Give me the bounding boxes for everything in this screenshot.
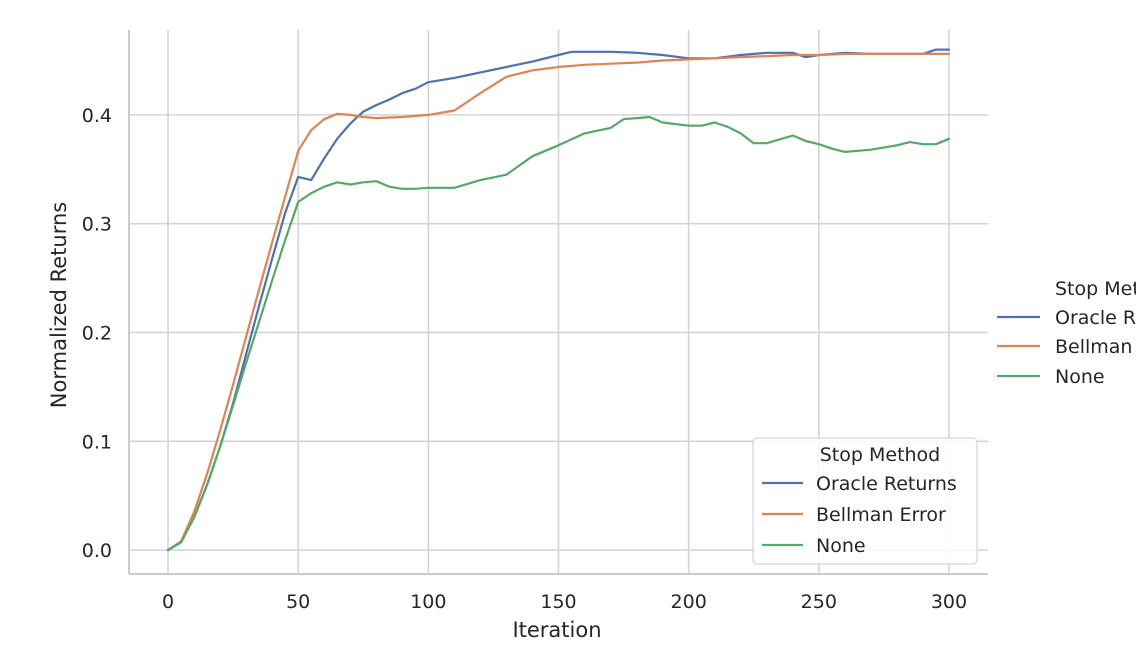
y-tick-label: 0.1 xyxy=(82,431,112,453)
tick-labels: 0 50 100 150 200 250 300 0.0 0.1 0.2 0.3 0.4 xyxy=(82,105,967,613)
x-tick-label: 150 xyxy=(540,591,576,613)
x-tick-label: 300 xyxy=(931,591,967,613)
series-line-none xyxy=(166,115,951,552)
outer-legend-label-none: None xyxy=(1055,366,1105,388)
legend-title: Stop Method xyxy=(820,444,941,466)
series-lines xyxy=(166,48,951,552)
y-tick-label: 0.3 xyxy=(82,214,112,236)
x-tick-label: 100 xyxy=(410,591,446,613)
x-tick-label: 200 xyxy=(671,591,707,613)
x-axis-title: Iteration xyxy=(512,618,601,642)
axes xyxy=(128,30,988,575)
outer-legend-label-bellman-error: Bellman Error xyxy=(1055,336,1136,358)
legend-frame xyxy=(752,437,978,565)
y-tick-label: 0.4 xyxy=(82,105,112,127)
legend: Stop Method Oracle Returns Bellman Error… xyxy=(752,437,978,565)
series-line-oracle-returns xyxy=(166,48,951,552)
legend-label-oracle-returns: Oracle Returns xyxy=(816,473,957,495)
outer-legend-label-oracle-returns: Oracle Returns xyxy=(1055,307,1136,329)
y-axis-title: Normalized Returns xyxy=(47,202,71,408)
x-tick-label: 50 xyxy=(286,591,310,613)
legend-label-none: None xyxy=(816,535,866,557)
outer-legend-title: Stop Method xyxy=(1055,278,1136,300)
outer-legend: Stop Method Oracle Returns Bellman Error… xyxy=(997,278,1136,388)
y-tick-label: 0.0 xyxy=(82,540,112,562)
x-tick-label: 0 xyxy=(162,591,174,613)
x-tick-label: 250 xyxy=(801,591,837,613)
legend-label-bellman-error: Bellman Error xyxy=(816,504,946,526)
y-tick-label: 0.2 xyxy=(82,322,112,344)
series-line-bellman-error xyxy=(166,52,951,552)
